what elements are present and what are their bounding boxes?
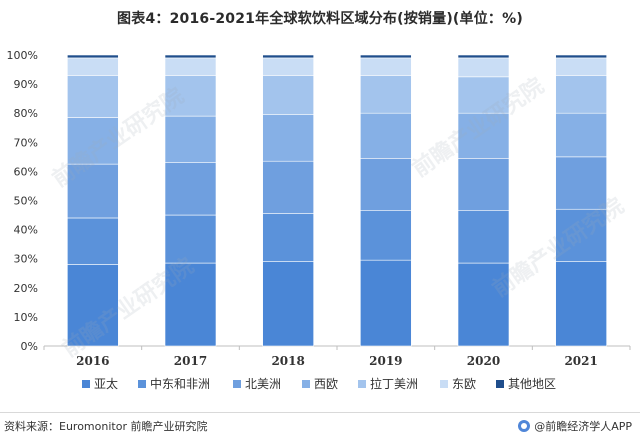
- y-tick-label: 100%: [7, 49, 38, 62]
- bar-segment: [262, 213, 314, 262]
- y-tick-label: 40%: [14, 224, 38, 237]
- bar-segment: [164, 75, 217, 117]
- y-tick-label: 0%: [21, 340, 38, 353]
- x-tick-label: 2018: [271, 354, 304, 368]
- legend-swatch: [138, 380, 146, 388]
- y-tick-label: 10%: [14, 311, 38, 324]
- bar-segment: [457, 158, 510, 211]
- bar-segment: [67, 217, 119, 265]
- legend-swatch: [496, 380, 504, 388]
- bar-segment: [555, 261, 607, 347]
- legend-label: 亚太: [94, 376, 118, 391]
- bar-segment: [164, 262, 217, 347]
- bar-segment: [262, 75, 314, 115]
- bar-segment: [164, 54, 217, 59]
- legend-label: 西欧: [314, 377, 338, 391]
- footer-divider: [0, 412, 640, 413]
- bar-segment: [67, 163, 119, 219]
- bar-segment: [67, 75, 119, 118]
- y-tick-label: 50%: [14, 195, 38, 208]
- legend-label: 拉丁美洲: [370, 376, 418, 391]
- bar-segment: [262, 57, 314, 76]
- legend-label: 中东和非洲: [150, 376, 210, 391]
- bar-segment: [360, 75, 412, 114]
- bar-segment: [457, 57, 510, 78]
- legend-label: 其他地区: [508, 377, 556, 391]
- bar-segment: [67, 57, 119, 76]
- legend-swatch: [440, 380, 448, 388]
- bar-segment: [457, 112, 510, 159]
- bar-segment: [457, 262, 510, 347]
- chart-title: 图表4：2016-2021年全球软饮料区域分布(按销量)(单位：%): [117, 11, 523, 27]
- bar-segment: [164, 115, 217, 163]
- y-tick-label: 70%: [14, 136, 38, 149]
- legend-swatch: [82, 380, 90, 388]
- brand-text: @前瞻经济学人APP: [534, 420, 632, 433]
- bar-segment: [360, 57, 412, 76]
- bar-segment: [262, 54, 314, 59]
- bar-segment: [67, 117, 119, 165]
- x-tick-label: 2020: [467, 354, 500, 368]
- x-tick-label: 2021: [564, 354, 597, 368]
- x-tick-label: 2019: [369, 354, 402, 368]
- footer: 资料来源：Euromonitor 前瞻产业研究院 @前瞻经济学人APP: [4, 418, 632, 436]
- bar-segment: [555, 208, 607, 262]
- bar-segment: [555, 75, 607, 114]
- legend-swatch: [233, 380, 241, 388]
- bar-segment: [360, 112, 412, 159]
- stacked-bar-chart: 0% 10% 20% 30% 40% 50% 60% 70% 80% 90% 100% 2016 201…: [7, 49, 631, 391]
- legend-swatch: [302, 380, 310, 388]
- bar-segment: [457, 210, 510, 264]
- bar-segment: [360, 259, 412, 347]
- source-note: 资料来源：Euromonitor 前瞻产业研究院: [4, 420, 208, 433]
- legend-label: 北美洲: [245, 377, 281, 391]
- bar-segment: [457, 54, 510, 59]
- bar-segment: [262, 160, 314, 214]
- bar-segment: [555, 112, 607, 158]
- x-tick-label: 2017: [174, 354, 207, 368]
- bar-segment: [262, 261, 314, 347]
- y-tick-label: 60%: [14, 165, 38, 178]
- bar-segment: [360, 158, 412, 211]
- y-tick-label: 90%: [14, 78, 38, 91]
- bar-segment: [164, 57, 217, 76]
- bar-segment: [360, 54, 412, 59]
- bar-segment: [164, 214, 217, 264]
- brand-logo-icon: [518, 420, 531, 432]
- y-tick-label: 30%: [14, 253, 38, 266]
- brand-credit: @前瞻经济学人APP: [518, 418, 632, 434]
- bar-segment: [555, 57, 607, 76]
- bar-segment: [262, 114, 314, 162]
- bar-segment: [67, 54, 119, 59]
- bar-segment: [360, 210, 412, 261]
- bar-segment: [67, 264, 119, 347]
- bar-segment: [457, 76, 510, 114]
- y-tick-label: 20%: [14, 282, 38, 295]
- y-tick-label: 80%: [14, 107, 38, 120]
- bar-segment: [555, 54, 607, 59]
- x-tick-label: 2016: [76, 354, 109, 368]
- legend-swatch: [358, 380, 366, 388]
- legend-label: 东欧: [452, 377, 476, 391]
- bar-segment: [555, 156, 607, 210]
- bar-segment: [164, 162, 217, 216]
